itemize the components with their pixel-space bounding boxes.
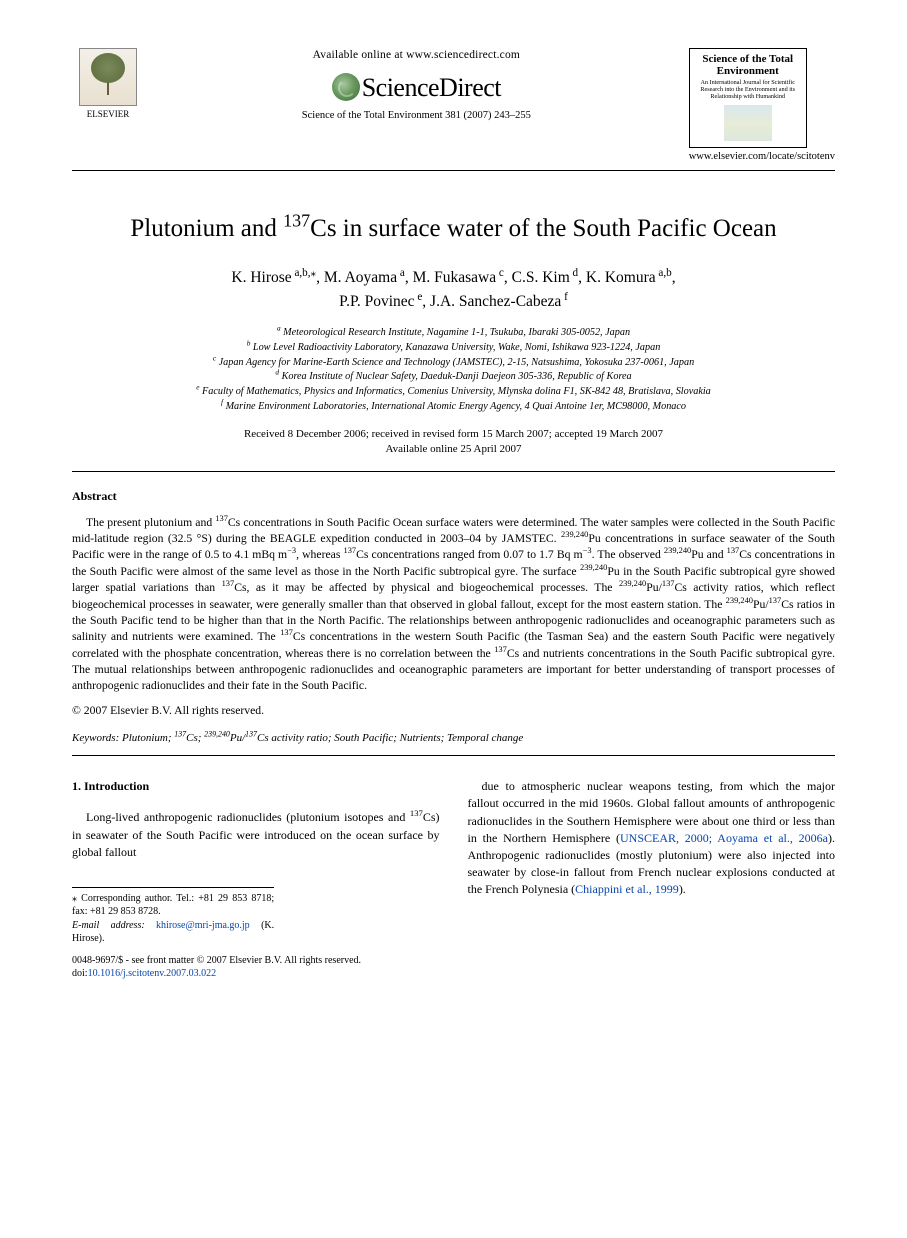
center-header: Available online at www.sciencedirect.co… — [144, 48, 689, 123]
elsevier-label: ELSEVIER — [72, 108, 144, 120]
sciencedirect-swirl-icon — [332, 73, 360, 101]
available-online-text: Available online at www.sciencedirect.co… — [144, 48, 689, 64]
page-header: ELSEVIER Available online at www.science… — [72, 48, 835, 164]
dates-block: Received 8 December 2006; received in re… — [72, 427, 835, 458]
journal-box-subtitle: An International Journal for Scientific … — [693, 79, 803, 100]
journal-url: www.elsevier.com/locate/scitotenv — [689, 150, 835, 164]
article-title: Plutonium and 137Cs in surface water of … — [72, 213, 835, 244]
title-pre: Plutonium and — [130, 215, 283, 242]
intro-heading: 1. Introduction — [72, 778, 440, 795]
copyright-line: © 2007 Elsevier B.V. All rights reserved… — [72, 703, 835, 719]
front-matter-line: 0048-9697/$ - see front matter © 2007 El… — [72, 954, 361, 968]
journal-box-title: Science of the Total Environment — [693, 53, 803, 77]
footnotes-block: ⁎ Corresponding author. Tel.: +81 29 853… — [72, 887, 274, 946]
sciencedirect-text: ScienceDirect — [362, 73, 501, 102]
column-left: 1. Introduction Long-lived anthropogenic… — [72, 778, 440, 945]
authors-block: K. Hirose a,b,⁎, M. Aoyama a, M. Fukasaw… — [72, 266, 835, 314]
keywords-line: Keywords: Plutonium; 137Cs; 239,240Pu/13… — [72, 731, 835, 746]
intro-para-right: due to atmospheric nuclear weapons testi… — [468, 778, 836, 897]
email-label: E-mail address: — [72, 920, 145, 931]
rule-above-abstract — [72, 471, 835, 472]
keywords-label: Keywords: — [72, 732, 119, 744]
elsevier-tree-icon — [79, 48, 137, 106]
dates-online: Available online 25 April 2007 — [72, 442, 835, 457]
footer-left: 0048-9697/$ - see front matter © 2007 El… — [72, 954, 361, 981]
affiliations-block: a Meteorological Research Institute, Nag… — [72, 326, 835, 415]
doi-line: doi:10.1016/j.scitotenv.2007.03.022 — [72, 967, 361, 981]
elsevier-logo: ELSEVIER — [72, 48, 144, 120]
journal-cover-box: Science of the Total Environment An Inte… — [689, 48, 807, 148]
doi-link[interactable]: 10.1016/j.scitotenv.2007.03.022 — [88, 968, 217, 979]
journal-thumb-icon — [724, 105, 772, 141]
column-right: due to atmospheric nuclear weapons testi… — [468, 778, 836, 945]
sciencedirect-logo: ScienceDirect — [144, 70, 689, 105]
title-post: Cs in surface water of the South Pacific… — [310, 215, 777, 242]
dates-received: Received 8 December 2006; received in re… — [72, 427, 835, 442]
abstract-body: The present plutonium and 137Cs concentr… — [72, 515, 835, 695]
abstract-text: The present plutonium and 137Cs concentr… — [72, 515, 835, 695]
email-address[interactable]: khirose@mri-jma.go.jp — [156, 920, 250, 931]
doi-label: doi: — [72, 968, 88, 979]
citation-line: Science of the Total Environment 381 (20… — [144, 109, 689, 123]
header-rule — [72, 170, 835, 171]
intro-para-left: Long-lived anthropogenic radionuclides (… — [72, 809, 440, 860]
email-line: E-mail address: khirose@mri-jma.go.jp (K… — [72, 919, 274, 946]
title-sup: 137 — [283, 210, 310, 230]
journal-side: Science of the Total Environment An Inte… — [689, 48, 835, 164]
rule-below-keywords — [72, 755, 835, 756]
corresponding-author: ⁎ Corresponding author. Tel.: +81 29 853… — [72, 892, 274, 919]
keywords-text: Plutonium; 137Cs; 239,240Pu/137Cs activi… — [122, 732, 523, 744]
body-columns: 1. Introduction Long-lived anthropogenic… — [72, 778, 835, 945]
abstract-heading: Abstract — [72, 488, 835, 504]
page-footer: 0048-9697/$ - see front matter © 2007 El… — [72, 954, 835, 981]
